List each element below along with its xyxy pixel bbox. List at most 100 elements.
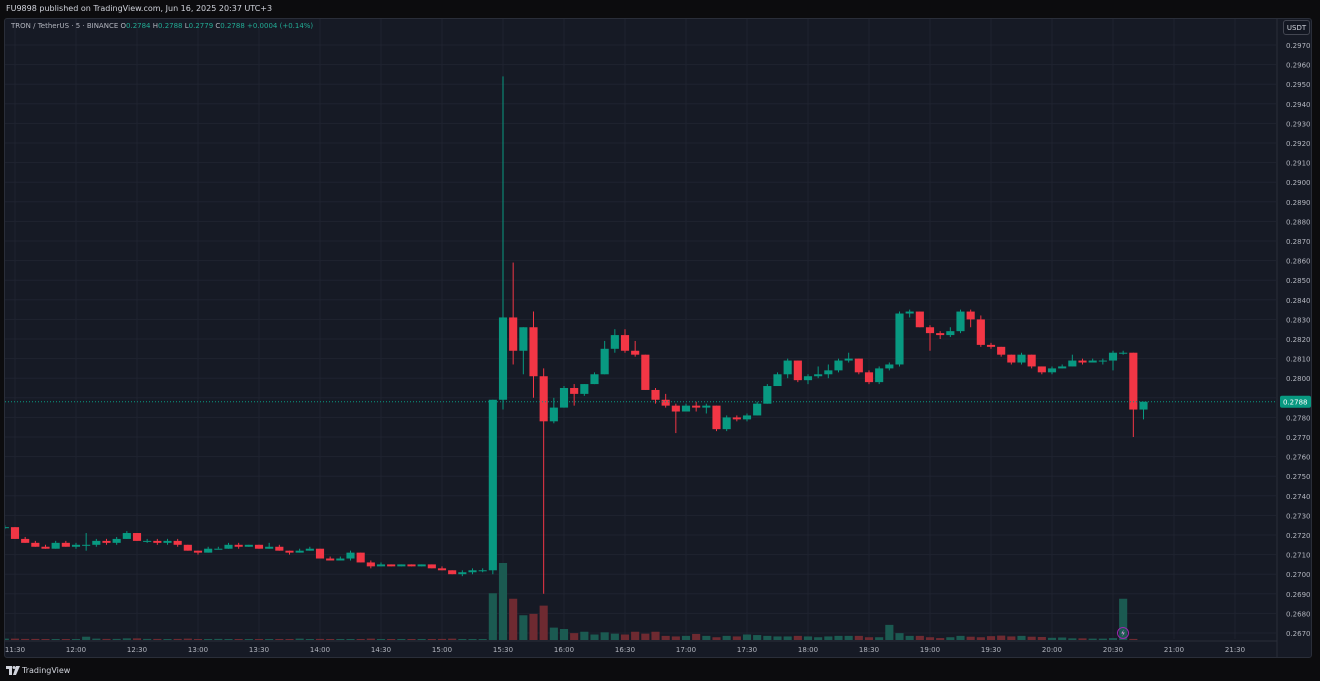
volume-bar (631, 631, 640, 640)
y-axis-tick-label: 0.2850 (1286, 277, 1311, 285)
volume-bar (163, 639, 172, 640)
x-axis-tick-label: 21:30 (1225, 646, 1245, 654)
candle-body (773, 374, 782, 387)
volume-bar (885, 624, 894, 640)
volume-bar (966, 636, 975, 640)
candle-body (193, 550, 203, 553)
volume-bar (1078, 638, 1087, 640)
volume-bar (641, 633, 650, 640)
candle-body (82, 544, 91, 546)
volume-bar (925, 637, 935, 640)
candle-body (132, 533, 142, 541)
high-value: 0.2788 (158, 22, 183, 30)
candle-body (315, 548, 325, 559)
volume-bar (783, 636, 792, 640)
y-axis-tick-label: 0.2770 (1286, 434, 1311, 442)
volume-bar (1047, 637, 1057, 640)
volume-bar (437, 638, 447, 640)
last-price-badge (1280, 395, 1311, 408)
candle-body (763, 386, 772, 404)
symbol-legend: TRON / TetherUS · 5 · BINANCE O0.2784 H0… (11, 21, 313, 31)
volume-bar (356, 639, 365, 640)
volume-bar (275, 639, 284, 640)
candle-body (925, 327, 935, 334)
volume-bar (183, 638, 192, 640)
low-label: L (184, 22, 189, 30)
candle-body (1017, 354, 1026, 363)
candle-body (834, 360, 843, 371)
y-axis-tick-label: 0.2730 (1286, 512, 1311, 520)
volume-bar (31, 638, 40, 640)
volume-bar (51, 639, 60, 640)
candle-body (814, 374, 823, 377)
y-axis-tick-label: 0.2960 (1286, 62, 1311, 70)
volume-bar (1027, 636, 1036, 640)
volume-bar (956, 635, 965, 640)
volume-bar (5, 638, 9, 640)
chart-frame (4, 18, 1312, 658)
x-axis-tick-label: 16:00 (554, 646, 574, 654)
volume-bar (478, 639, 487, 640)
volume-bar (132, 638, 142, 640)
volume-bar (732, 636, 741, 640)
price-chart[interactable]: 0.2970 0.2960 0.2950 0.2940 0.2930 0.2920 0.29… (5, 19, 1311, 657)
candle-body (956, 311, 965, 332)
last-price-label: 0.2788 (1283, 399, 1308, 407)
volume-bar (702, 635, 711, 640)
volume-bar (214, 638, 223, 640)
volume-bar (71, 639, 81, 640)
candle-body (915, 311, 924, 328)
candle-body (498, 317, 508, 400)
y-axis-tick-label: 0.2760 (1286, 454, 1311, 462)
volume-bar (763, 635, 772, 640)
candle-body (783, 360, 792, 375)
volume-bar (1108, 638, 1118, 640)
volume-bar (803, 636, 813, 640)
tradingview-logo[interactable]: TradingView (6, 665, 70, 675)
volume-bar (793, 635, 802, 640)
candle-body (1108, 352, 1118, 361)
candle-body (265, 546, 274, 549)
candle-body (1068, 360, 1077, 367)
candle-body (997, 346, 1006, 355)
x-axis-tick-label: 16:30 (615, 646, 635, 654)
candle-body (885, 364, 894, 369)
volume-bar (539, 605, 548, 640)
candle-body (163, 540, 172, 543)
x-axis-tick-label: 15:30 (493, 646, 513, 654)
candle-body (295, 550, 304, 553)
candle-body (214, 548, 223, 550)
candle-body (387, 564, 396, 567)
footer-bar: TradingView (0, 659, 1320, 681)
volume-bar (742, 634, 752, 640)
high-label: H (152, 22, 159, 30)
candle-body (1027, 354, 1036, 367)
volume-bar (692, 633, 701, 640)
volume-bar (336, 639, 345, 640)
volume-bar (529, 613, 538, 640)
candle-body (376, 564, 386, 567)
volume-bar (814, 637, 823, 640)
volume-bar (1119, 598, 1128, 640)
x-axis-tick-label: 11:30 (5, 646, 25, 654)
y-axis-tick-label: 0.2880 (1286, 218, 1311, 226)
currency-button[interactable]: USDT (1283, 20, 1310, 35)
volume-bar (895, 633, 904, 640)
candle-body (112, 538, 121, 543)
volume-bar (1058, 637, 1067, 640)
y-axis-tick-label: 0.2940 (1286, 101, 1311, 109)
candle-body (742, 415, 752, 420)
candle-body (275, 546, 284, 551)
candle-body (864, 372, 874, 383)
candle-body (580, 384, 589, 394)
publish-info-text: FU9898 published on TradingView.com, Jun… (6, 4, 273, 13)
volume-bar (122, 638, 131, 640)
candle-body (102, 540, 111, 543)
y-axis-tick-label: 0.2870 (1286, 238, 1311, 246)
lightning-icon-bolt (1121, 629, 1125, 637)
volume-bar (326, 639, 335, 640)
close-value: 0.2788 (220, 22, 245, 30)
volume-bar (305, 639, 314, 640)
candle-body (173, 540, 182, 545)
candle-body (590, 374, 599, 385)
